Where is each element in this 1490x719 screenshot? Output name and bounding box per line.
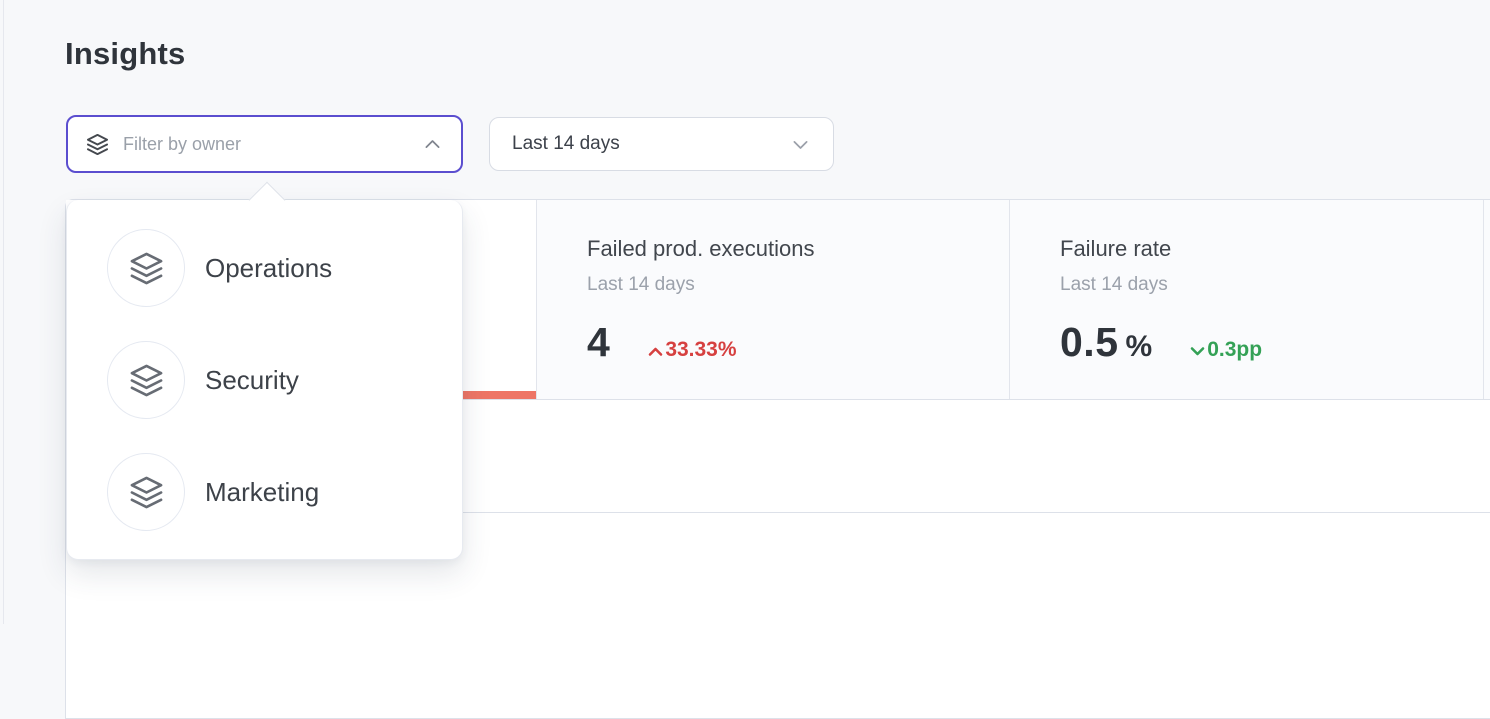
summary-card-failure-rate[interactable]: Failure rate Last 14 days 0.5 % 0.3pp xyxy=(1010,200,1484,399)
avatar xyxy=(107,229,185,307)
owner-option-label: Marketing xyxy=(205,476,320,507)
trend-label: 33.33% xyxy=(665,338,737,361)
trend-label: 0.3pp xyxy=(1207,338,1263,361)
owner-option-marketing[interactable]: Marketing xyxy=(67,436,462,548)
layers-icon xyxy=(86,133,109,156)
summary-card-partial[interactable] xyxy=(1484,200,1490,399)
trend-badge: 33.33% xyxy=(648,338,737,362)
time-range-select[interactable]: Last 14 days xyxy=(489,117,834,171)
page-title: Insights xyxy=(65,36,186,71)
card-title: Failure rate xyxy=(1060,236,1172,261)
summary-card-failed-executions[interactable]: Failed prod. executions Last 14 days 4 3… xyxy=(537,200,1010,399)
card-subtitle: Last 14 days xyxy=(587,274,695,295)
app-edge-divider xyxy=(3,0,4,624)
card-subtitle: Last 14 days xyxy=(1060,274,1168,295)
card-value: 0.5 xyxy=(1060,319,1119,365)
layers-icon xyxy=(130,364,162,396)
layers-icon xyxy=(130,252,162,284)
owner-filter-placeholder: Filter by owner xyxy=(123,133,242,154)
chevron-up-icon xyxy=(422,134,443,155)
avatar xyxy=(107,453,185,531)
card-value-unit: % xyxy=(1125,330,1153,363)
owner-option-operations[interactable]: Operations xyxy=(67,212,462,324)
owner-filter-trigger[interactable]: Filter by owner xyxy=(66,115,463,173)
owner-option-label: Operations xyxy=(205,252,333,283)
owner-option-label: Security xyxy=(205,364,299,395)
avatar xyxy=(107,341,185,419)
trend-up-icon xyxy=(649,347,663,356)
card-title: Failed prod. executions xyxy=(587,236,815,261)
chevron-down-icon xyxy=(790,134,811,155)
owner-filter-dropdown: Operations Security Marketing xyxy=(66,181,463,560)
card-value: 4 xyxy=(587,319,611,365)
time-range-value: Last 14 days xyxy=(512,133,620,154)
trend-badge: 0.3pp xyxy=(1190,338,1262,362)
owner-option-security[interactable]: Security xyxy=(67,324,462,436)
layers-icon xyxy=(130,476,162,508)
section-divider xyxy=(66,512,1490,513)
trend-down-icon xyxy=(1190,347,1205,356)
